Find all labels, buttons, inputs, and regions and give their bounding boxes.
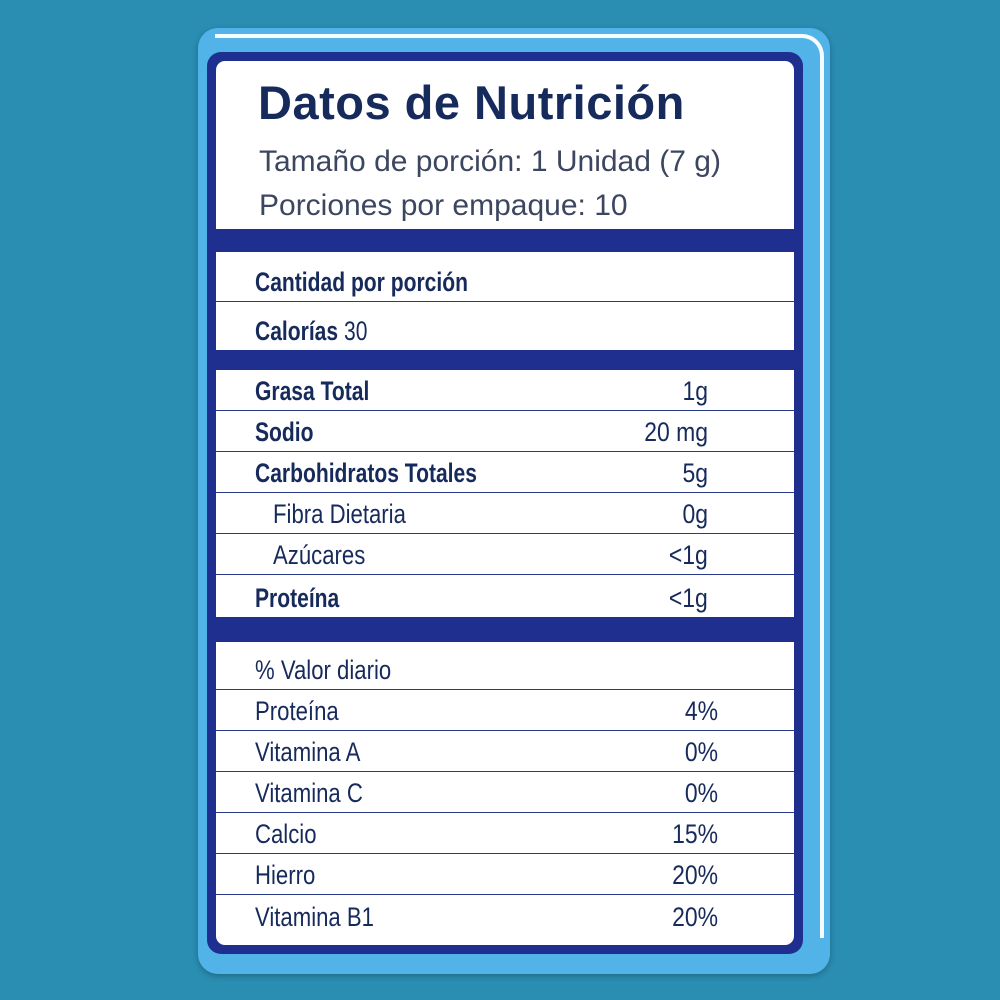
daily-value-percent: 20% [672, 860, 718, 890]
daily-value-name: Proteína [255, 696, 339, 726]
daily-value-name: Vitamina C [255, 778, 363, 808]
nutrient-name: Carbohidratos Totales [255, 458, 477, 488]
nutrient-name: Fibra Dietaria [273, 499, 406, 529]
nutrient-name: Azúcares [273, 540, 366, 570]
amount-per-serving-row: Cantidad por porción [216, 252, 794, 302]
nutrient-name: Grasa Total [255, 376, 370, 406]
nutrient-row: Grasa Total 1g [216, 370, 794, 411]
amount-per-serving-label: Cantidad por porción [255, 267, 468, 297]
servings-per-package: Porciones por empaque: 10 [259, 189, 628, 222]
nutrient-value: 0g [682, 499, 708, 529]
daily-value-row: Vitamina A 0% [216, 731, 794, 772]
calories-cell: Calorías 30 [255, 318, 367, 345]
nutrient-value: 5g [682, 458, 708, 488]
label-title: Datos de Nutrición [258, 76, 685, 129]
label-header: Datos de Nutrición Tamaño de porción: 1 … [216, 61, 794, 229]
calories-row: Calorías 30 [216, 302, 794, 350]
nutrition-label: Datos de Nutrición Tamaño de porción: 1 … [207, 52, 803, 954]
daily-value-row: Vitamina C 0% [216, 772, 794, 813]
frame-highlight [215, 34, 824, 938]
nutrient-row: Azúcares <1g [216, 534, 794, 575]
thick-divider [216, 229, 794, 252]
nutrient-value: 20 mg [644, 417, 708, 447]
daily-value-percent: 20% [672, 902, 718, 932]
daily-value-name: Calcio [255, 819, 317, 849]
calories-value: 30 [343, 316, 368, 346]
daily-value-label: % Valor diario [255, 655, 392, 685]
daily-value-row: Hierro 20% [216, 854, 794, 895]
daily-value-row: Vitamina B1 20% [216, 895, 794, 936]
nutrition-label-body: Datos de Nutrición Tamaño de porción: 1 … [216, 61, 794, 945]
daily-value-name: Vitamina B1 [255, 902, 374, 932]
daily-value-percent: 0% [684, 778, 718, 808]
nutrient-value: <1g [669, 540, 708, 570]
daily-value-row: Calcio 15% [216, 813, 794, 854]
daily-value-percent: 15% [672, 819, 718, 849]
daily-value-percent: 0% [684, 737, 718, 767]
nutrient-row: Carbohidratos Totales 5g [216, 452, 794, 493]
nutrient-value: <1g [669, 583, 708, 613]
serving-size: Tamaño de porción: 1 Unidad (7 g) [259, 145, 721, 178]
thick-divider [216, 617, 794, 642]
daily-value-header-row: % Valor diario [216, 642, 794, 690]
thick-divider [216, 350, 794, 370]
calories-label: Calorías [255, 316, 339, 346]
nutrient-row: Fibra Dietaria 0g [216, 493, 794, 534]
daily-value-row: Proteína 4% [216, 690, 794, 731]
daily-value-percent: 4% [684, 696, 718, 726]
nutrient-value: 1g [682, 376, 708, 406]
daily-value-name: Hierro [255, 860, 316, 890]
nutrient-name: Proteína [255, 583, 340, 613]
daily-value-name: Vitamina A [255, 737, 361, 767]
nutrient-row: Proteína <1g [216, 575, 794, 617]
nutrient-name: Sodio [255, 417, 314, 447]
nutrient-row: Sodio 20 mg [216, 411, 794, 452]
